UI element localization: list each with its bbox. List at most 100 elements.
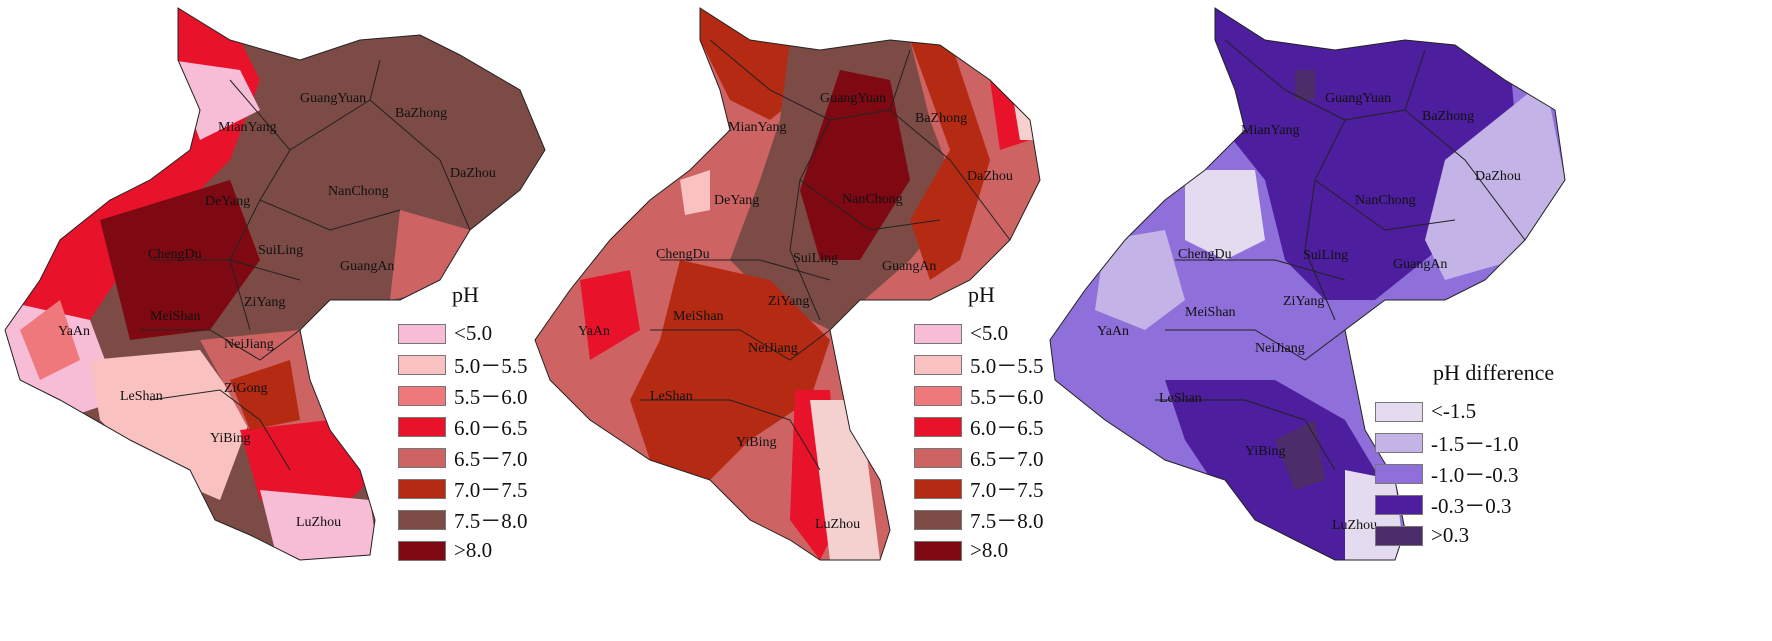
- legend-label: -1.0－-0.3: [1431, 462, 1519, 487]
- city-label-mianyang: MianYang: [218, 120, 276, 135]
- legend-item: 7.5－8.0: [398, 504, 528, 535]
- map-panel-2: GuangYuan BaZhong MianYang DaZhou NanChong De…: [530, 0, 1090, 641]
- city-label-deyang: DeYang: [714, 193, 759, 208]
- legend-title-2: pH: [968, 282, 995, 307]
- city-label-nanchong: NanChong: [1355, 193, 1416, 208]
- city-label-guangyuan: GuangYuan: [820, 91, 886, 106]
- city-label-guangan: GuangAn: [340, 259, 394, 274]
- city-label-nanchong: NanChong: [328, 184, 389, 199]
- legend-item: 6.0－6.5: [914, 411, 1044, 442]
- legend-label: 7.5－8.0: [454, 508, 528, 533]
- legend-swatch: [914, 354, 962, 375]
- legend-swatch: [914, 447, 962, 468]
- legend-item: 7.0－7.5: [398, 473, 528, 504]
- legend-swatch: [398, 447, 446, 468]
- legend-item: >8.0: [398, 535, 528, 566]
- legend-swatch: [1375, 432, 1423, 453]
- legend-label: <-1.5: [1431, 399, 1477, 423]
- legend-label: 5.0－5.5: [970, 353, 1044, 378]
- city-label-yaan: YaAn: [578, 324, 610, 339]
- legend-2: pH <5.0 5.0－5.5 5.5－6.0 6.0－6.5 6.5－7.0 7.0－7…: [914, 282, 1044, 566]
- city-label-leshan: LeShan: [650, 389, 693, 404]
- city-label-ziyang: ZiYang: [768, 294, 809, 309]
- legend-swatch: [914, 540, 962, 561]
- city-labels-3: GuangYuan BaZhong MianYang DaZhou NanChong Ch…: [1097, 91, 1521, 533]
- legend-label: 7.0－7.5: [970, 477, 1044, 502]
- city-label-luzhou: LuZhou: [1332, 518, 1377, 533]
- city-label-guangyuan: GuangYuan: [300, 91, 366, 106]
- legend-1: pH <5.0 5.0－5.5 5.5－6.0 6.0－6.5 6.5－7.0 7.0－7…: [398, 282, 528, 566]
- map-panel-1: GuangYuan BaZhong MianYang DaZhou NanChong De…: [0, 0, 590, 641]
- legend-swatch: [1375, 401, 1423, 422]
- legend-swatch: [398, 478, 446, 499]
- ph-difference-map: GuangYuan BaZhong MianYang DaZhou NanChong Ch…: [1049, 7, 1566, 561]
- city-label-leshan: LeShan: [120, 389, 163, 404]
- legend-swatch: [398, 509, 446, 530]
- city-label-leshan: LeShan: [1159, 391, 1202, 406]
- legend-rows-1: <5.0 5.0－5.5 5.5－6.0 6.0－6.5 6.5－7.0 7.0－7.5 7…: [398, 318, 528, 566]
- legend-item: 5.0－5.5: [914, 349, 1044, 380]
- legend-item: <-1.5: [1375, 396, 1554, 427]
- legend-swatch: [398, 416, 446, 437]
- legend-swatch: [398, 385, 446, 406]
- legend-label: >0.3: [1431, 523, 1470, 547]
- legend-swatch: [1375, 494, 1423, 515]
- legend-swatch: [1375, 463, 1423, 484]
- legend-swatch: [1375, 525, 1423, 546]
- city-label-nanchong: NanChong: [842, 192, 903, 207]
- legend-swatch: [398, 540, 446, 561]
- city-label-guangan: GuangAn: [1393, 257, 1447, 272]
- legend-label: 6.5－7.0: [970, 446, 1044, 471]
- city-label-zigong: ZiGong: [224, 381, 268, 396]
- city-label-yaan: YaAn: [1097, 324, 1129, 339]
- legend-label: 7.0－7.5: [454, 477, 528, 502]
- city-label-dazhou: DaZhou: [1475, 169, 1521, 184]
- city-label-luzhou: LuZhou: [815, 517, 860, 532]
- legend-item: >0.3: [1375, 520, 1554, 551]
- city-label-neijiang: NeiJiang: [224, 337, 274, 352]
- legend-item: 6.5－7.0: [398, 442, 528, 473]
- city-labels-1: GuangYuan BaZhong MianYang DaZhou NanChong De…: [58, 91, 496, 530]
- city-label-meishan: MeiShan: [150, 309, 201, 324]
- city-label-deyang: DeYang: [205, 194, 250, 209]
- legend-item: 7.5－8.0: [914, 504, 1044, 535]
- legend-swatch: [914, 323, 962, 344]
- city-label-bazhong: BaZhong: [1422, 109, 1474, 124]
- city-label-luzhou: LuZhou: [296, 515, 341, 530]
- city-label-meishan: MeiShan: [1185, 305, 1236, 320]
- ph-map-2: GuangYuan BaZhong MianYang DaZhou NanChong De…: [534, 7, 1041, 561]
- city-label-yibing: YiBing: [210, 431, 250, 446]
- legend-label: 7.5－8.0: [970, 508, 1044, 533]
- city-label-suiling: SuiLing: [1303, 248, 1348, 263]
- city-label-mianyang: MianYang: [1241, 123, 1299, 138]
- city-label-neijiang: NeiJiang: [748, 341, 798, 356]
- city-label-guangyuan: GuangYuan: [1325, 91, 1391, 106]
- legend-item: <5.0: [914, 318, 1044, 349]
- legend-swatch: [914, 478, 962, 499]
- legend-label: 6.5－7.0: [454, 446, 528, 471]
- legend-item: 7.0－7.5: [914, 473, 1044, 504]
- legend-item: -1.5－-1.0: [1375, 427, 1554, 458]
- city-label-meishan: MeiShan: [673, 309, 724, 324]
- legend-label: 5.5－6.0: [454, 384, 528, 409]
- ph-map-1: GuangYuan BaZhong MianYang DaZhou NanChong De…: [4, 7, 546, 561]
- legend-swatch: [914, 416, 962, 437]
- city-labels-2: GuangYuan BaZhong MianYang DaZhou NanChong De…: [578, 91, 1013, 532]
- legend-item: -0.3－0.3: [1375, 489, 1554, 520]
- city-label-bazhong: BaZhong: [395, 106, 447, 121]
- city-label-mianyang: MianYang: [728, 120, 786, 135]
- legend-rows-3: <-1.5 -1.5－-1.0 -1.0－-0.3 -0.3－0.3 >0.3: [1375, 396, 1554, 551]
- legend-item: 5.5－6.0: [914, 380, 1044, 411]
- legend-swatch: [914, 509, 962, 530]
- city-label-chengdu: ChengDu: [148, 247, 202, 262]
- city-label-bazhong: BaZhong: [915, 111, 967, 126]
- legend-swatch: [398, 323, 446, 344]
- city-label-suiling: SuiLing: [258, 243, 303, 258]
- legend-title-1: pH: [452, 282, 479, 307]
- city-label-neijiang: NeiJiang: [1255, 341, 1305, 356]
- city-label-ziyang: ZiYang: [244, 295, 285, 310]
- legend-item: 5.5－6.0: [398, 380, 528, 411]
- map-panel-3: GuangYuan BaZhong MianYang DaZhou NanChong Ch…: [1045, 0, 1772, 641]
- city-label-dazhou: DaZhou: [967, 169, 1013, 184]
- legend-label: <5.0: [970, 321, 1009, 345]
